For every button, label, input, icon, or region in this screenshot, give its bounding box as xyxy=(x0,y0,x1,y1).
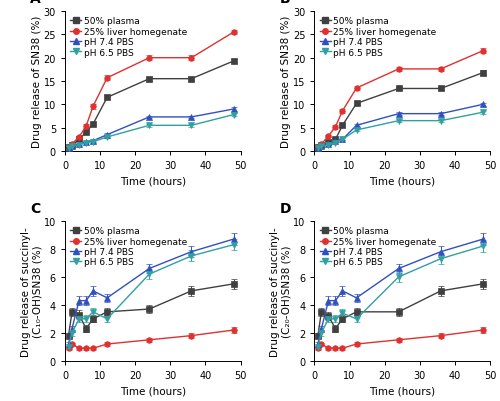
Text: B: B xyxy=(280,0,290,6)
X-axis label: Time (hours): Time (hours) xyxy=(369,385,436,395)
Y-axis label: Drug release of SN38 (%): Drug release of SN38 (%) xyxy=(32,16,42,148)
Y-axis label: Drug release of succinyl-
(C₁₀-OH)SN38 (%): Drug release of succinyl- (C₁₀-OH)SN38 (… xyxy=(20,227,42,356)
Legend: 50% plasma, 25% liver homegenate, pH 7.4 PBS, pH 6.5 PBS: 50% plasma, 25% liver homegenate, pH 7.4… xyxy=(70,16,188,58)
X-axis label: Time (hours): Time (hours) xyxy=(369,176,436,186)
X-axis label: Time (hours): Time (hours) xyxy=(120,385,186,395)
Text: C: C xyxy=(30,202,40,216)
Text: A: A xyxy=(30,0,40,6)
X-axis label: Time (hours): Time (hours) xyxy=(120,176,186,186)
Legend: 50% plasma, 25% liver homegenate, pH 7.4 PBS, pH 6.5 PBS: 50% plasma, 25% liver homegenate, pH 7.4… xyxy=(319,226,438,267)
Y-axis label: Drug release of succinyl-
(C₂₀-OH)SN38 (%): Drug release of succinyl- (C₂₀-OH)SN38 (… xyxy=(270,227,291,356)
Legend: 50% plasma, 25% liver homegenate, pH 7.4 PBS, pH 6.5 PBS: 50% plasma, 25% liver homegenate, pH 7.4… xyxy=(70,226,188,267)
Legend: 50% plasma, 25% liver homegenate, pH 7.4 PBS, pH 6.5 PBS: 50% plasma, 25% liver homegenate, pH 7.4… xyxy=(319,16,438,58)
Text: D: D xyxy=(280,202,291,216)
Y-axis label: Drug release of SN38 (%): Drug release of SN38 (%) xyxy=(282,16,292,148)
